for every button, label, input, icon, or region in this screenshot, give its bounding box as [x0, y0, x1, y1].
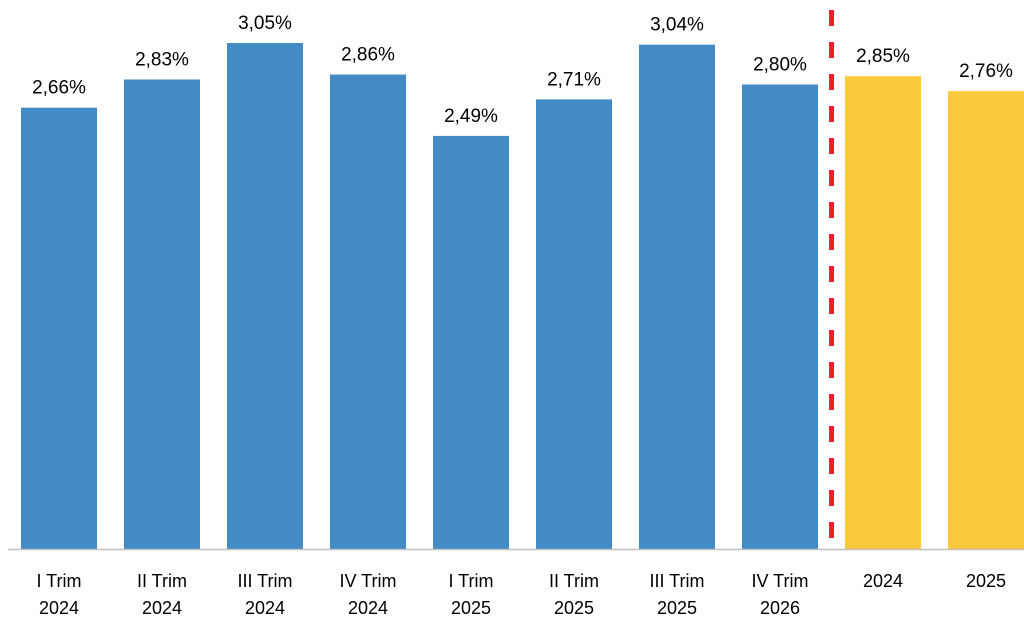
- bar-2: [124, 79, 200, 549]
- bar-8: [742, 84, 818, 549]
- x-tick-label-6-line-1: II Trim: [549, 571, 599, 591]
- data-label-2: 2,83%: [135, 50, 189, 71]
- x-tick-label-1-line-2: 2024: [39, 598, 79, 618]
- data-label-1: 2,66%: [32, 78, 86, 99]
- x-tick-label-7-line-2: 2025: [657, 598, 697, 618]
- x-tick-label-4-line-1: IV Trim: [340, 571, 397, 591]
- bar-9: [845, 76, 921, 549]
- x-tick-label-5-line-1: I Trim: [449, 571, 494, 591]
- bar-3: [227, 43, 303, 549]
- bar-7: [639, 44, 715, 549]
- bar-5: [433, 135, 509, 549]
- data-label-4: 2,86%: [341, 45, 395, 66]
- x-tick-label-10: 2025: [966, 571, 1006, 591]
- bar-10: [948, 91, 1024, 549]
- x-tick-label-3-line-2: 2024: [245, 598, 285, 618]
- x-tick-label-3-line-1: III Trim: [238, 571, 293, 591]
- x-tick-label-1-line-1: I Trim: [37, 571, 82, 591]
- x-tick-label-6-line-2: 2025: [554, 598, 594, 618]
- x-tick-label-8-line-2: 2026: [760, 598, 800, 618]
- data-label-9: 2,85%: [856, 46, 910, 67]
- data-label-5: 2,49%: [444, 106, 498, 127]
- x-tick-label-4-line-2: 2024: [348, 598, 388, 618]
- x-tick-label-8-line-1: IV Trim: [752, 571, 809, 591]
- x-tick-label-2-line-2: 2024: [142, 598, 182, 618]
- x-tick-label-5-line-2: 2025: [451, 598, 491, 618]
- data-label-3: 3,05%: [238, 13, 292, 34]
- x-tick-label-9: 2024: [863, 571, 903, 591]
- data-label-10: 2,76%: [959, 61, 1013, 82]
- data-label-6: 2,71%: [547, 69, 601, 90]
- data-label-8: 2,80%: [753, 55, 807, 76]
- bar-6: [536, 99, 612, 550]
- bar-1: [21, 107, 97, 549]
- x-tick-label-7-line-1: III Trim: [650, 571, 705, 591]
- x-tick-label-2-line-1: II Trim: [137, 571, 187, 591]
- data-label-7: 3,04%: [650, 15, 704, 36]
- bar-4: [330, 74, 406, 549]
